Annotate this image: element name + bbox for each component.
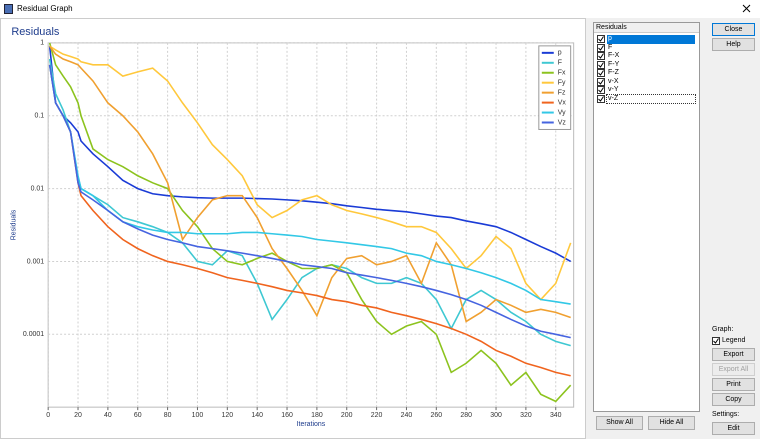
x-tick-label: 260 xyxy=(431,412,443,419)
y-tick-label: 0.01 xyxy=(31,185,45,192)
item-checkbox[interactable] xyxy=(597,52,605,60)
y-tick-label: 0.0001 xyxy=(23,331,44,338)
item-checkbox[interactable] xyxy=(597,69,605,77)
graph-button[interactable]: Copy xyxy=(712,393,755,406)
series-line xyxy=(49,45,572,301)
side-button[interactable]: Help xyxy=(712,38,755,51)
legend-label: Fy xyxy=(558,80,566,87)
title-bar: Residual Graph xyxy=(0,0,760,18)
x-tick-label: 120 xyxy=(222,412,234,419)
x-tick-label: 200 xyxy=(341,412,353,419)
item-label[interactable]: F-X xyxy=(608,52,620,59)
x-tick-label: 100 xyxy=(192,412,204,419)
x-tick-label: 220 xyxy=(371,412,383,419)
x-tick-label: 160 xyxy=(281,412,293,419)
series-line xyxy=(48,64,571,377)
legend-checkbox[interactable] xyxy=(712,337,720,345)
legend-label: F xyxy=(558,60,562,67)
series-line xyxy=(49,45,571,323)
legend-label: Fz xyxy=(558,89,566,96)
settings-label: Settings: xyxy=(712,411,740,418)
check-mark xyxy=(598,78,604,85)
list-button[interactable]: Show All xyxy=(596,416,643,430)
series-line xyxy=(48,64,571,305)
chart-title: Residuals xyxy=(11,26,60,38)
x-tick-label: 60 xyxy=(134,412,142,419)
legend-checkbox-label[interactable]: Legend xyxy=(722,337,746,344)
graph-label: Graph: xyxy=(712,326,734,333)
y-tick-label: 0.001 xyxy=(27,258,45,265)
item-checkbox[interactable] xyxy=(597,35,605,43)
y-tick-label: 1 xyxy=(40,40,44,47)
series-line xyxy=(48,58,571,347)
item-checkbox[interactable] xyxy=(597,43,605,52)
graph-button[interactable]: Export xyxy=(712,348,755,361)
list-button[interactable]: Hide All xyxy=(648,416,695,430)
x-tick-label: 340 xyxy=(550,412,562,419)
x-tick-label: 240 xyxy=(401,412,413,419)
legend-label: Vz xyxy=(558,119,567,126)
plot-area xyxy=(47,42,575,408)
item-label[interactable]: v-Y xyxy=(608,86,619,93)
item-checkbox[interactable] xyxy=(597,60,605,69)
x-axis-label: Iterations xyxy=(297,421,326,428)
item-label[interactable]: v-Z xyxy=(606,93,696,104)
legend-label: p xyxy=(558,50,562,57)
check-mark xyxy=(598,44,604,51)
check-mark xyxy=(598,36,604,42)
legend-label: Fx xyxy=(558,70,566,77)
close-icon[interactable] xyxy=(742,4,751,13)
item-label[interactable]: F-Z xyxy=(608,69,619,76)
item-label[interactable]: F-Y xyxy=(608,60,620,68)
check-mark xyxy=(598,61,604,68)
edit-button[interactable]: Edit xyxy=(712,422,755,435)
item-checkbox[interactable] xyxy=(597,86,605,94)
item-label[interactable]: v-X xyxy=(608,77,619,85)
app-icon xyxy=(4,4,13,14)
series-line xyxy=(48,46,572,263)
item-label[interactable]: p xyxy=(607,35,695,44)
x-tick-label: 280 xyxy=(460,412,472,419)
legend-label: Vx xyxy=(558,99,567,106)
x-tick-label: 140 xyxy=(251,412,263,419)
series-line xyxy=(48,64,571,339)
item-label[interactable]: F xyxy=(608,43,613,51)
list-header: Residuals xyxy=(594,23,699,33)
x-tick-label: 300 xyxy=(490,412,502,419)
item-checkbox[interactable] xyxy=(597,94,605,103)
chart: Residuals Residuals Iterations 1 0.1 0.01 0… xyxy=(0,18,586,439)
check-mark xyxy=(598,53,604,59)
x-tick-label: 0 xyxy=(46,412,50,419)
window-title: Residual Graph xyxy=(17,4,73,13)
x-tick-label: 40 xyxy=(104,412,112,419)
y-tick-label: 0.1 xyxy=(35,113,45,120)
x-tick-label: 80 xyxy=(164,412,172,419)
x-tick-label: 20 xyxy=(74,412,82,419)
check-mark xyxy=(598,70,604,76)
legend-box xyxy=(538,45,572,130)
legend-label: Vy xyxy=(558,109,566,116)
graph-button: Export All xyxy=(712,363,755,376)
check-mark xyxy=(713,338,719,344)
side-button[interactable]: Close xyxy=(712,23,755,36)
check-mark xyxy=(598,87,604,93)
residuals-list: Residuals p F F-X F-Y F-Z v-X v-Y v-Z xyxy=(593,22,700,412)
check-mark xyxy=(598,95,604,102)
item-checkbox[interactable] xyxy=(597,77,605,86)
graph-button[interactable]: Print xyxy=(712,378,755,391)
x-tick-label: 320 xyxy=(520,412,532,419)
x-tick-label: 180 xyxy=(311,412,323,419)
y-axis-label: Residuals xyxy=(10,209,17,240)
